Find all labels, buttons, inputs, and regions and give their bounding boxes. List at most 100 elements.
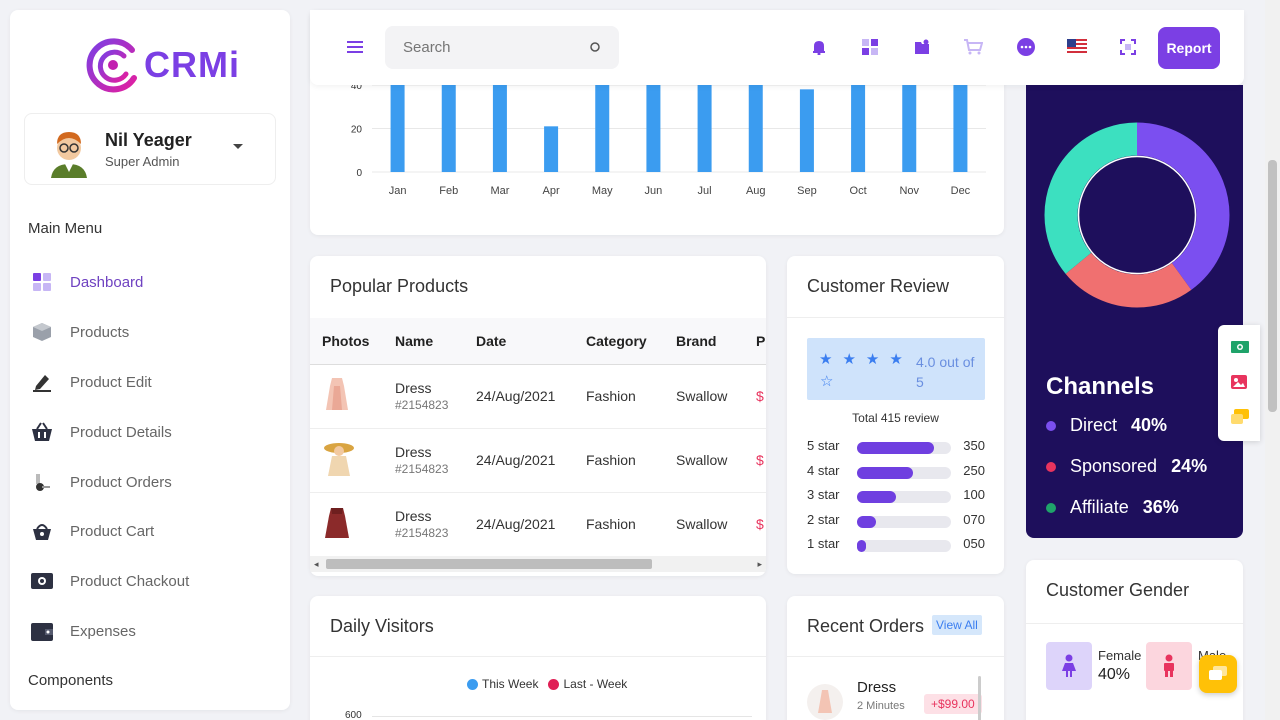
bar[interactable] xyxy=(902,85,917,172)
bar[interactable] xyxy=(390,78,405,172)
product-category: Fashion xyxy=(574,364,664,429)
us-flag-icon[interactable] xyxy=(1066,36,1088,58)
product-price: $ xyxy=(744,364,766,429)
fullscreen-icon[interactable] xyxy=(1117,36,1139,58)
x-tick-label: Mar xyxy=(490,185,509,197)
recent-orders-title: Recent Orders xyxy=(807,616,925,636)
bar[interactable] xyxy=(646,78,661,172)
table-row[interactable]: Dress #2154823 24/Aug/2021 Fashion Swallo… xyxy=(310,364,766,429)
sidebar-item-products[interactable]: Products xyxy=(30,315,270,349)
sidebar-item-product-checkout[interactable]: Product Chackout xyxy=(30,564,270,598)
bar[interactable] xyxy=(441,78,456,172)
image-icon[interactable] xyxy=(1231,375,1247,394)
scroll-thumb[interactable] xyxy=(1268,160,1277,412)
cart-icon[interactable] xyxy=(962,36,984,58)
table-row[interactable]: Dress #2154823 24/Aug/2021 Fashion Swallo… xyxy=(310,492,766,557)
sidebar-item-dashboard[interactable]: Dashboard xyxy=(30,265,270,299)
review-total: Total 415 review xyxy=(852,411,939,425)
product-photo xyxy=(310,492,383,557)
customer-gender-title: Customer Gender xyxy=(1046,580,1190,600)
sidebar-item-product-details[interactable]: Product Details xyxy=(30,415,270,449)
sidebar-item-product-cart[interactable]: Product Cart xyxy=(30,514,270,548)
sidebar-item-product-edit[interactable]: Product Edit xyxy=(30,365,270,399)
rating-bar-count: 050 xyxy=(963,536,985,551)
y-tick-label: 0 xyxy=(356,168,362,179)
legend-last-week: Last - Week xyxy=(563,677,628,691)
components-heading[interactable]: Components xyxy=(28,672,114,689)
table-row[interactable]: Dress #2154823 24/Aug/2021 Fashion Swallo… xyxy=(310,428,766,493)
rating-bar-count: 070 xyxy=(963,511,985,527)
x-tick-label: Apr xyxy=(543,185,560,197)
x-tick-label: Feb xyxy=(439,185,458,197)
sidebar-item-label: Product Cart xyxy=(70,522,155,540)
rating-bar-track xyxy=(857,491,951,503)
sidebar-item-label: Product Chackout xyxy=(70,572,190,590)
rating-bar-track xyxy=(857,442,951,454)
donut-hole xyxy=(1077,155,1197,275)
female-label: Female xyxy=(1098,648,1142,663)
legend-dot xyxy=(467,678,478,690)
sidebar-item-expenses[interactable]: Expenses xyxy=(30,614,270,648)
order-product-image xyxy=(807,684,843,720)
list-scrollbar[interactable] xyxy=(978,676,981,720)
y-tick-label: 600 xyxy=(345,710,362,720)
bar[interactable] xyxy=(953,78,968,172)
rating-bar-label: 3 star xyxy=(807,487,840,502)
scroll-thumb[interactable] xyxy=(326,559,652,569)
rating-bar-fill xyxy=(857,442,935,454)
chat-button[interactable] xyxy=(1199,655,1237,693)
bar[interactable] xyxy=(492,78,507,172)
donut-slice[interactable] xyxy=(1044,122,1230,308)
bar[interactable] xyxy=(799,89,814,172)
rating-bar-label: 2 star xyxy=(807,511,840,527)
chat-icon[interactable] xyxy=(1231,409,1249,430)
popular-products-title: Popular Products xyxy=(330,276,469,296)
rating-bar-track xyxy=(857,540,951,552)
products-table: Photos Name Date Category Brand P Dress #… xyxy=(310,318,766,557)
chat-icon[interactable] xyxy=(1015,36,1037,58)
col-brand: Brand xyxy=(664,318,744,365)
report-button[interactable]: Report xyxy=(1158,27,1220,69)
rating-bar-count: 350 xyxy=(963,438,985,453)
folder-icon[interactable] xyxy=(911,36,933,58)
chevron-down-icon[interactable] xyxy=(233,144,243,149)
brand-logo[interactable]: CRMi xyxy=(84,36,240,94)
table-horizontal-scrollbar[interactable]: ◂ ▸ xyxy=(310,556,766,572)
bar[interactable] xyxy=(697,78,712,172)
col-name: Name xyxy=(383,318,464,365)
sidebar-item-label: Product Orders xyxy=(70,473,172,491)
money-icon[interactable] xyxy=(1231,340,1249,358)
rating-bar-row: 4 star 250 xyxy=(807,463,985,481)
bar[interactable] xyxy=(544,126,559,172)
bell-icon[interactable] xyxy=(808,36,830,58)
product-price: $ xyxy=(744,428,766,493)
apps-grid-icon[interactable] xyxy=(859,36,881,58)
sidebar-item-product-orders[interactable]: Product Orders xyxy=(30,465,270,499)
x-tick-label: Aug xyxy=(746,185,766,197)
col-photos: Photos xyxy=(310,318,383,365)
user-profile-card[interactable]: Nil Yeager Super Admin xyxy=(24,113,276,185)
x-tick-label: May xyxy=(592,185,613,197)
page-scrollbar[interactable] xyxy=(1265,0,1280,720)
scroll-left-icon[interactable]: ◂ xyxy=(314,559,319,569)
rating-summary: ★★★★ ☆ 4.0 out of 5 xyxy=(807,338,985,400)
rating-bar-label: 4 star xyxy=(807,462,840,478)
bar[interactable] xyxy=(748,78,763,172)
view-all-button[interactable]: View All xyxy=(932,615,982,635)
menu-toggle-icon[interactable] xyxy=(344,36,366,58)
customer-review-card: Customer Review ★★★★ ☆ 4.0 out of 5 Tota… xyxy=(787,256,1004,574)
scroll-right-icon[interactable]: ▸ xyxy=(757,559,762,569)
product-price: $ xyxy=(744,492,766,557)
bar[interactable] xyxy=(851,78,866,172)
col-price: P xyxy=(744,318,766,365)
legend-dot xyxy=(1046,502,1056,513)
search-input[interactable] xyxy=(403,39,573,56)
gridline xyxy=(372,716,752,717)
channel-label: Affiliate xyxy=(1070,497,1129,517)
divider xyxy=(310,656,766,657)
donut-slice[interactable] xyxy=(1044,122,1230,308)
rating-bar-count: 250 xyxy=(963,462,985,478)
divider xyxy=(787,317,1004,318)
bar[interactable] xyxy=(595,78,610,172)
search-icon[interactable] xyxy=(589,40,601,58)
